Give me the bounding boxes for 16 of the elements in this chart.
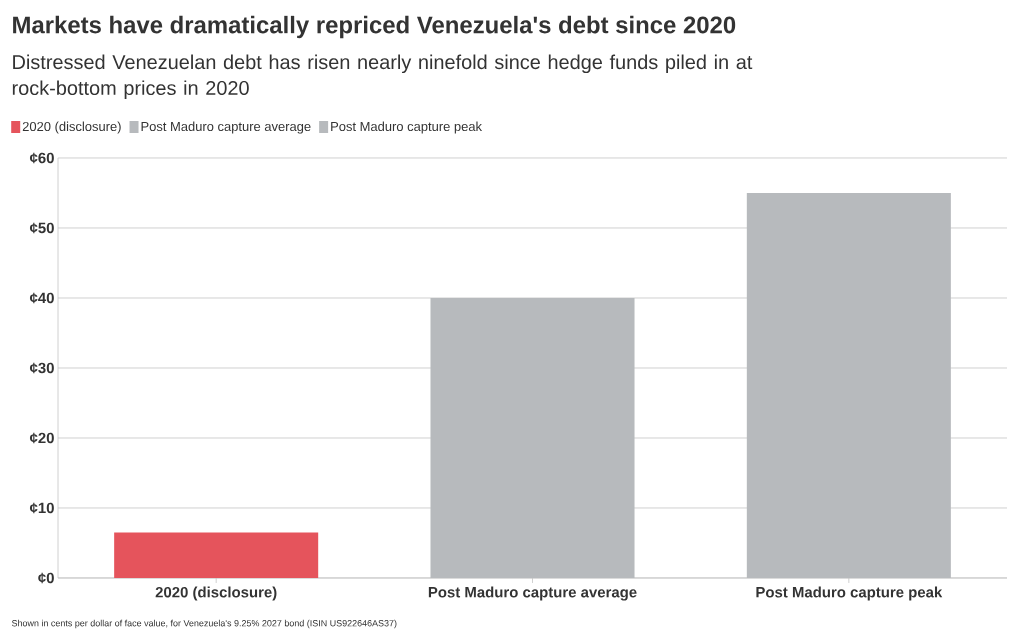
- y-tick-label: ¢40: [29, 292, 54, 304]
- legend-label: 2020 (disclosure): [22, 121, 121, 134]
- x-tick-label: 2020 (disclosure): [155, 586, 277, 601]
- y-tick-label: ¢50: [29, 222, 54, 234]
- legend-label: Post Maduro capture peak: [331, 121, 483, 134]
- legend-label: Post Maduro capture average: [141, 121, 311, 134]
- x-tick-label: Post Maduro capture average: [428, 586, 637, 601]
- y-tick-label: ¢10: [29, 502, 54, 514]
- chart-title: Markets have dramatically repriced Venezuela's debt since 2020: [13, 15, 736, 39]
- y-tick-label: ¢0: [38, 572, 54, 584]
- y-tick-label: ¢30: [29, 362, 54, 374]
- x-tick-label: Post Maduro capture peak: [756, 586, 943, 601]
- chart-subtitle: Distressed Venezuelan debt has risen nearly ninefold since hedge funds piled in at rock-bottom prices in 2020: [12, 54, 753, 99]
- y-tick-label: ¢20: [29, 432, 54, 444]
- y-tick-label: ¢60: [29, 152, 54, 164]
- text: Shown in cents per dollar of face value, for Venezuela's 9.25% 2027 bond (ISIN US922646AS37): [11, 619, 397, 629]
